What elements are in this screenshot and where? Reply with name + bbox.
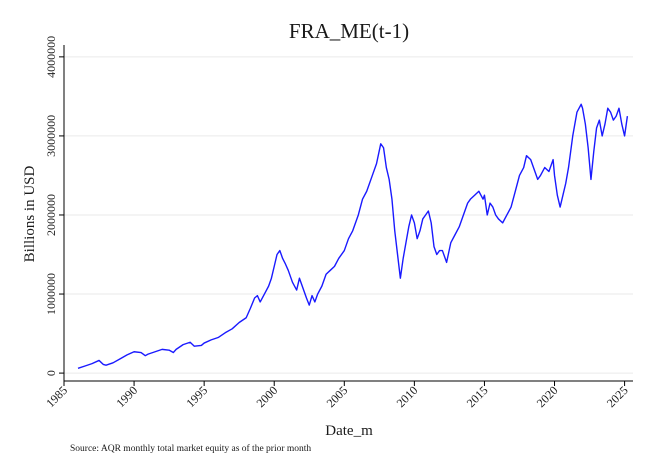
- gridlines: [64, 56, 633, 374]
- x-axis-label: Date_m: [325, 423, 373, 439]
- y-axis-ticks: 0 1000000 2000000 3000000 4000000: [44, 36, 64, 376]
- chart-title: FRA_ME(t-1): [289, 19, 409, 43]
- y-tick-label: 3000000: [44, 115, 58, 157]
- series-layer: [77, 103, 629, 370]
- y-tick-label: 2000000: [44, 194, 58, 236]
- y-tick-label: 0: [44, 370, 58, 376]
- axes: [63, 45, 633, 382]
- y-tick-label: 4000000: [44, 36, 58, 78]
- series-line-0: [77, 103, 629, 370]
- y-axis-label: Billions in USD: [22, 165, 38, 262]
- source-note: Source: AQR monthly total market equity …: [70, 443, 311, 454]
- y-tick-label: 1000000: [44, 273, 58, 315]
